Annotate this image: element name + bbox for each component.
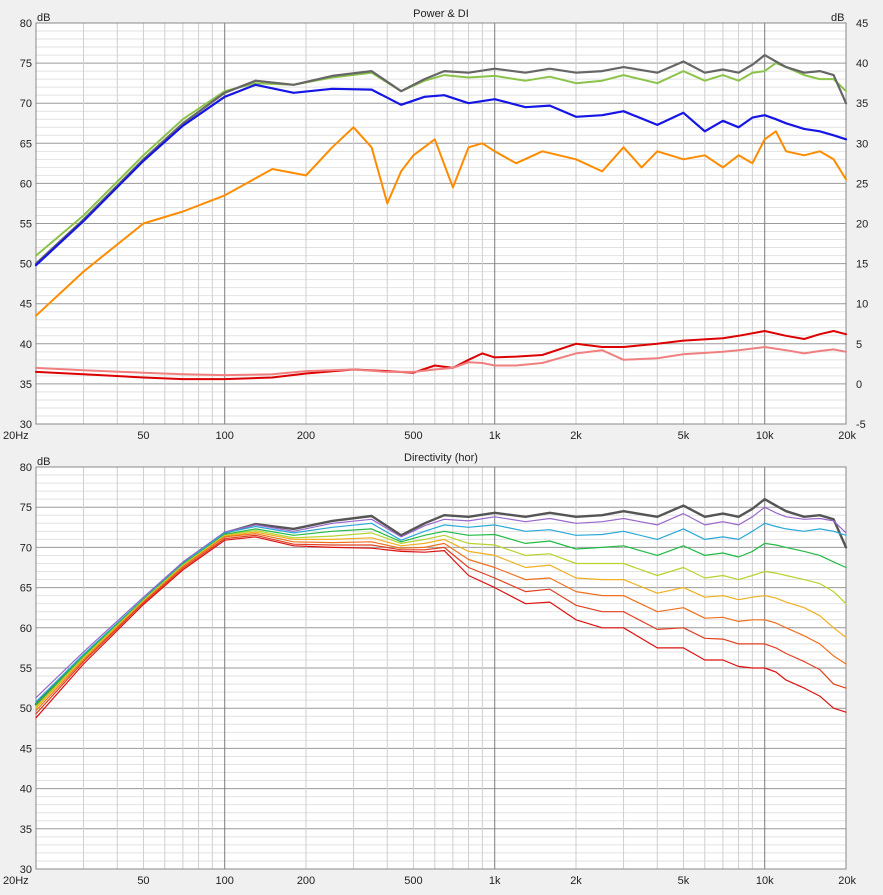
y-tick-label-right: 0 (856, 379, 862, 391)
y-tick-label-left: 40 (20, 339, 32, 351)
series-line-6 (35, 533, 847, 712)
series-line-4 (35, 330, 847, 381)
y-tick-label-left: 80 (20, 18, 32, 30)
y-tick-label-left: 30 (20, 419, 32, 431)
series-line-1 (35, 506, 847, 699)
series-line-7 (35, 534, 847, 715)
y-tick-label-left: 70 (20, 98, 32, 110)
y-tick-label-right: -5 (856, 419, 866, 431)
x-tick-label: 10k (756, 875, 774, 887)
x-tick-label: 50 (137, 430, 149, 442)
y-tick-label-left: 50 (20, 703, 32, 715)
y-tick-label-left: 70 (20, 542, 32, 554)
x-tick-label: 2k (570, 875, 582, 887)
x-tick-label: 20k (838, 430, 856, 442)
y-tick-label-left: 60 (20, 178, 32, 190)
y-tick-label-left: 45 (20, 299, 32, 311)
series-line-5 (35, 346, 847, 377)
x-tick-label: 50 (137, 875, 149, 887)
y-tick-label-right: 25 (856, 178, 868, 190)
x-tick-label: 20k (838, 875, 856, 887)
y-tick-label-right: 5 (856, 339, 862, 351)
y-tick-label-left: 75 (20, 502, 32, 514)
y-tick-label-left: 50 (20, 259, 32, 271)
x-tick-label: 1k (489, 430, 501, 442)
plot-frame (35, 466, 847, 870)
y-tick-label-right: 15 (856, 259, 868, 271)
x-tick-label: 5k (678, 875, 690, 887)
x-tick-label: 1k (489, 875, 501, 887)
power-di-chart: Power & DI dB dB 3035404550556065707580-… (3, 8, 868, 442)
y-tick-label-left: 65 (20, 138, 32, 150)
y-tick-label-right: 45 (856, 18, 868, 30)
series-line-8 (35, 536, 847, 719)
y-axis-label-right: dB (831, 12, 844, 24)
y-tick-label-left: 40 (20, 784, 32, 796)
series-line-3 (35, 528, 847, 705)
x-tick-label: 20Hz (3, 430, 29, 442)
x-tick-label: 5k (678, 430, 690, 442)
y-tick-label-right: 30 (856, 138, 868, 150)
x-tick-label: 2k (570, 430, 582, 442)
y-tick-label-left: 80 (20, 462, 32, 474)
y-tick-label-right: 10 (856, 299, 868, 311)
y-tick-label-left: 55 (20, 663, 32, 675)
y-tick-label-left: 30 (20, 864, 32, 876)
series-line-0 (34, 498, 848, 706)
y-tick-label-left: 45 (20, 743, 32, 755)
y-tick-label-left: 60 (20, 623, 32, 635)
series-line-5 (35, 531, 847, 709)
x-tick-label: 200 (297, 875, 315, 887)
series-line-1 (34, 54, 848, 265)
x-tick-label: 20Hz (3, 875, 29, 887)
series-line-3 (35, 126, 847, 317)
y-tick-label-left: 35 (20, 824, 32, 836)
chart-title: Directivity (hor) (404, 452, 478, 464)
series-line-4 (35, 529, 847, 708)
x-tick-label: 200 (297, 430, 315, 442)
x-tick-label: 100 (216, 430, 234, 442)
y-tick-label-right: 35 (856, 98, 868, 110)
chart-title: Power & DI (413, 8, 469, 20)
plot-frame (35, 22, 847, 425)
directivity-chart: Directivity (hor) dB 30 35 40 45 50 55 60 65 70 7… (3, 452, 856, 887)
series-line-0 (35, 62, 847, 257)
x-tick-label: 100 (216, 875, 234, 887)
y-tick-label-left: 35 (20, 379, 32, 391)
y-tick-label-left: 65 (20, 583, 32, 595)
x-tick-label: 500 (404, 430, 422, 442)
y-tick-label-right: 40 (856, 58, 868, 70)
series-line-2 (35, 522, 847, 703)
x-tick-label: 500 (404, 875, 422, 887)
y-axis-label-left: dB (37, 12, 50, 24)
y-axis-label-left: dB (37, 456, 50, 468)
y-tick-label-left: 75 (20, 58, 32, 70)
y-tick-label-left: 55 (20, 219, 32, 231)
series-line-2 (34, 83, 848, 267)
x-tick-label: 10k (756, 430, 774, 442)
y-tick-label-right: 20 (856, 219, 868, 231)
